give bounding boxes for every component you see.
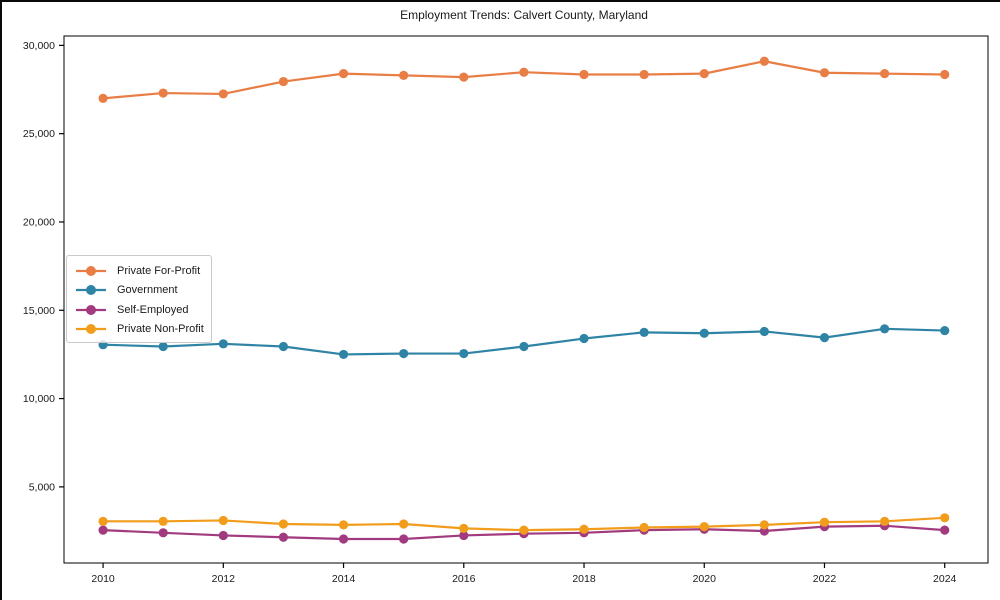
y-tick-label: 25,000	[23, 128, 55, 140]
legend-label-self-employed: Self-Employed	[117, 303, 189, 316]
legend-item-private-for-profit: Private For-Profit	[75, 261, 203, 281]
series-marker-government	[158, 341, 168, 352]
series-marker-private-for-profit	[158, 88, 168, 98]
series-marker-self-employed	[218, 530, 228, 541]
series-marker-government	[218, 339, 228, 349]
series-marker-government	[579, 333, 589, 344]
series-marker-private-non-profit	[639, 522, 649, 533]
series-marker-private-for-profit	[399, 70, 409, 80]
series-marker-private-for-profit	[459, 72, 469, 82]
y-tick-label: 15,000	[23, 305, 55, 317]
legend: Private For-Profit Government Self-Employe…	[66, 255, 212, 343]
series-marker-government	[879, 324, 890, 334]
series-marker-private-non-profit	[579, 524, 589, 534]
series-marker-government	[399, 348, 409, 359]
series-marker-private-for-profit	[639, 69, 649, 80]
series-marker-private-non-profit	[218, 515, 228, 526]
series-marker-government	[519, 341, 529, 352]
legend-item-private-non-profit: Private Non-Profit	[75, 320, 204, 340]
x-tick-label: 2024	[933, 573, 957, 585]
series-marker-self-employed	[940, 525, 950, 535]
series-marker-self-employed	[459, 530, 469, 541]
legend-label-private-for-profit: Private For-Profit	[117, 264, 201, 277]
series-line-private-for-profit	[102, 60, 945, 100]
series-marker-private-non-profit	[940, 513, 950, 523]
series-marker-private-non-profit	[278, 519, 289, 529]
series-marker-private-non-profit	[759, 520, 769, 530]
series-marker-government	[940, 325, 950, 336]
x-tick-label: 2010	[91, 573, 115, 585]
series-marker-private-non-profit	[459, 523, 469, 533]
series-marker-private-for-profit	[218, 89, 228, 99]
series-marker-private-non-profit	[519, 525, 529, 535]
series-marker-government	[759, 326, 769, 337]
series-marker-private-for-profit	[879, 69, 890, 79]
x-tick-label: 2016	[452, 573, 476, 585]
series-marker-private-non-profit	[98, 516, 108, 526]
series-marker-private-non-profit	[338, 520, 349, 530]
y-tick-label: 5,000	[29, 481, 55, 493]
legend-line-marker-icon	[76, 324, 106, 335]
series-marker-private-for-profit	[759, 56, 769, 66]
chart-title: Employment Trends: Calvert County, Maryl…	[400, 8, 648, 22]
series-marker-private-non-profit	[819, 517, 830, 527]
legend-item-self-employed: Self-Employed	[75, 300, 203, 320]
y-tick-label: 10,000	[23, 393, 55, 405]
series-marker-self-employed	[278, 532, 289, 542]
series-marker-private-for-profit	[699, 69, 709, 79]
y-tick-label: 30,000	[23, 40, 55, 52]
x-tick-label: 2018	[572, 573, 596, 585]
x-tick-label: 2020	[693, 573, 717, 585]
series-marker-private-for-profit	[338, 69, 349, 79]
series-marker-private-non-profit	[879, 516, 890, 526]
series-marker-self-employed	[98, 525, 108, 535]
series-marker-private-non-profit	[158, 516, 168, 526]
series-marker-government	[338, 349, 349, 360]
series-marker-self-employed	[399, 534, 409, 544]
legend-item-government: Government	[75, 281, 203, 301]
series-marker-government	[278, 341, 289, 352]
legend-line-marker-icon	[76, 285, 106, 296]
series-marker-self-employed	[158, 528, 168, 538]
series-marker-government	[639, 327, 649, 337]
series-marker-government	[819, 333, 830, 343]
y-tick-label: 20,000	[23, 216, 55, 228]
series-marker-private-for-profit	[519, 67, 529, 77]
series-marker-private-for-profit	[98, 93, 108, 103]
series-marker-private-for-profit	[940, 69, 950, 80]
series-marker-private-for-profit	[819, 68, 830, 78]
x-tick-label: 2012	[212, 573, 236, 585]
plot-frame	[63, 35, 989, 564]
series-marker-private-non-profit	[399, 519, 409, 529]
legend-label-government: Government	[117, 284, 178, 297]
legend-line-marker-icon	[76, 304, 106, 315]
x-tick-label: 2022	[813, 573, 837, 585]
series-marker-self-employed	[338, 534, 349, 544]
series-marker-government	[699, 328, 709, 338]
series-marker-private-non-profit	[699, 522, 709, 532]
series-marker-private-for-profit	[579, 69, 589, 80]
x-tick-label: 2014	[332, 573, 356, 585]
legend-line-marker-icon	[76, 265, 106, 276]
series-marker-government	[459, 348, 469, 359]
legend-label-private-non-profit: Private Non-Profit	[117, 323, 204, 336]
series-marker-private-for-profit	[278, 76, 289, 87]
